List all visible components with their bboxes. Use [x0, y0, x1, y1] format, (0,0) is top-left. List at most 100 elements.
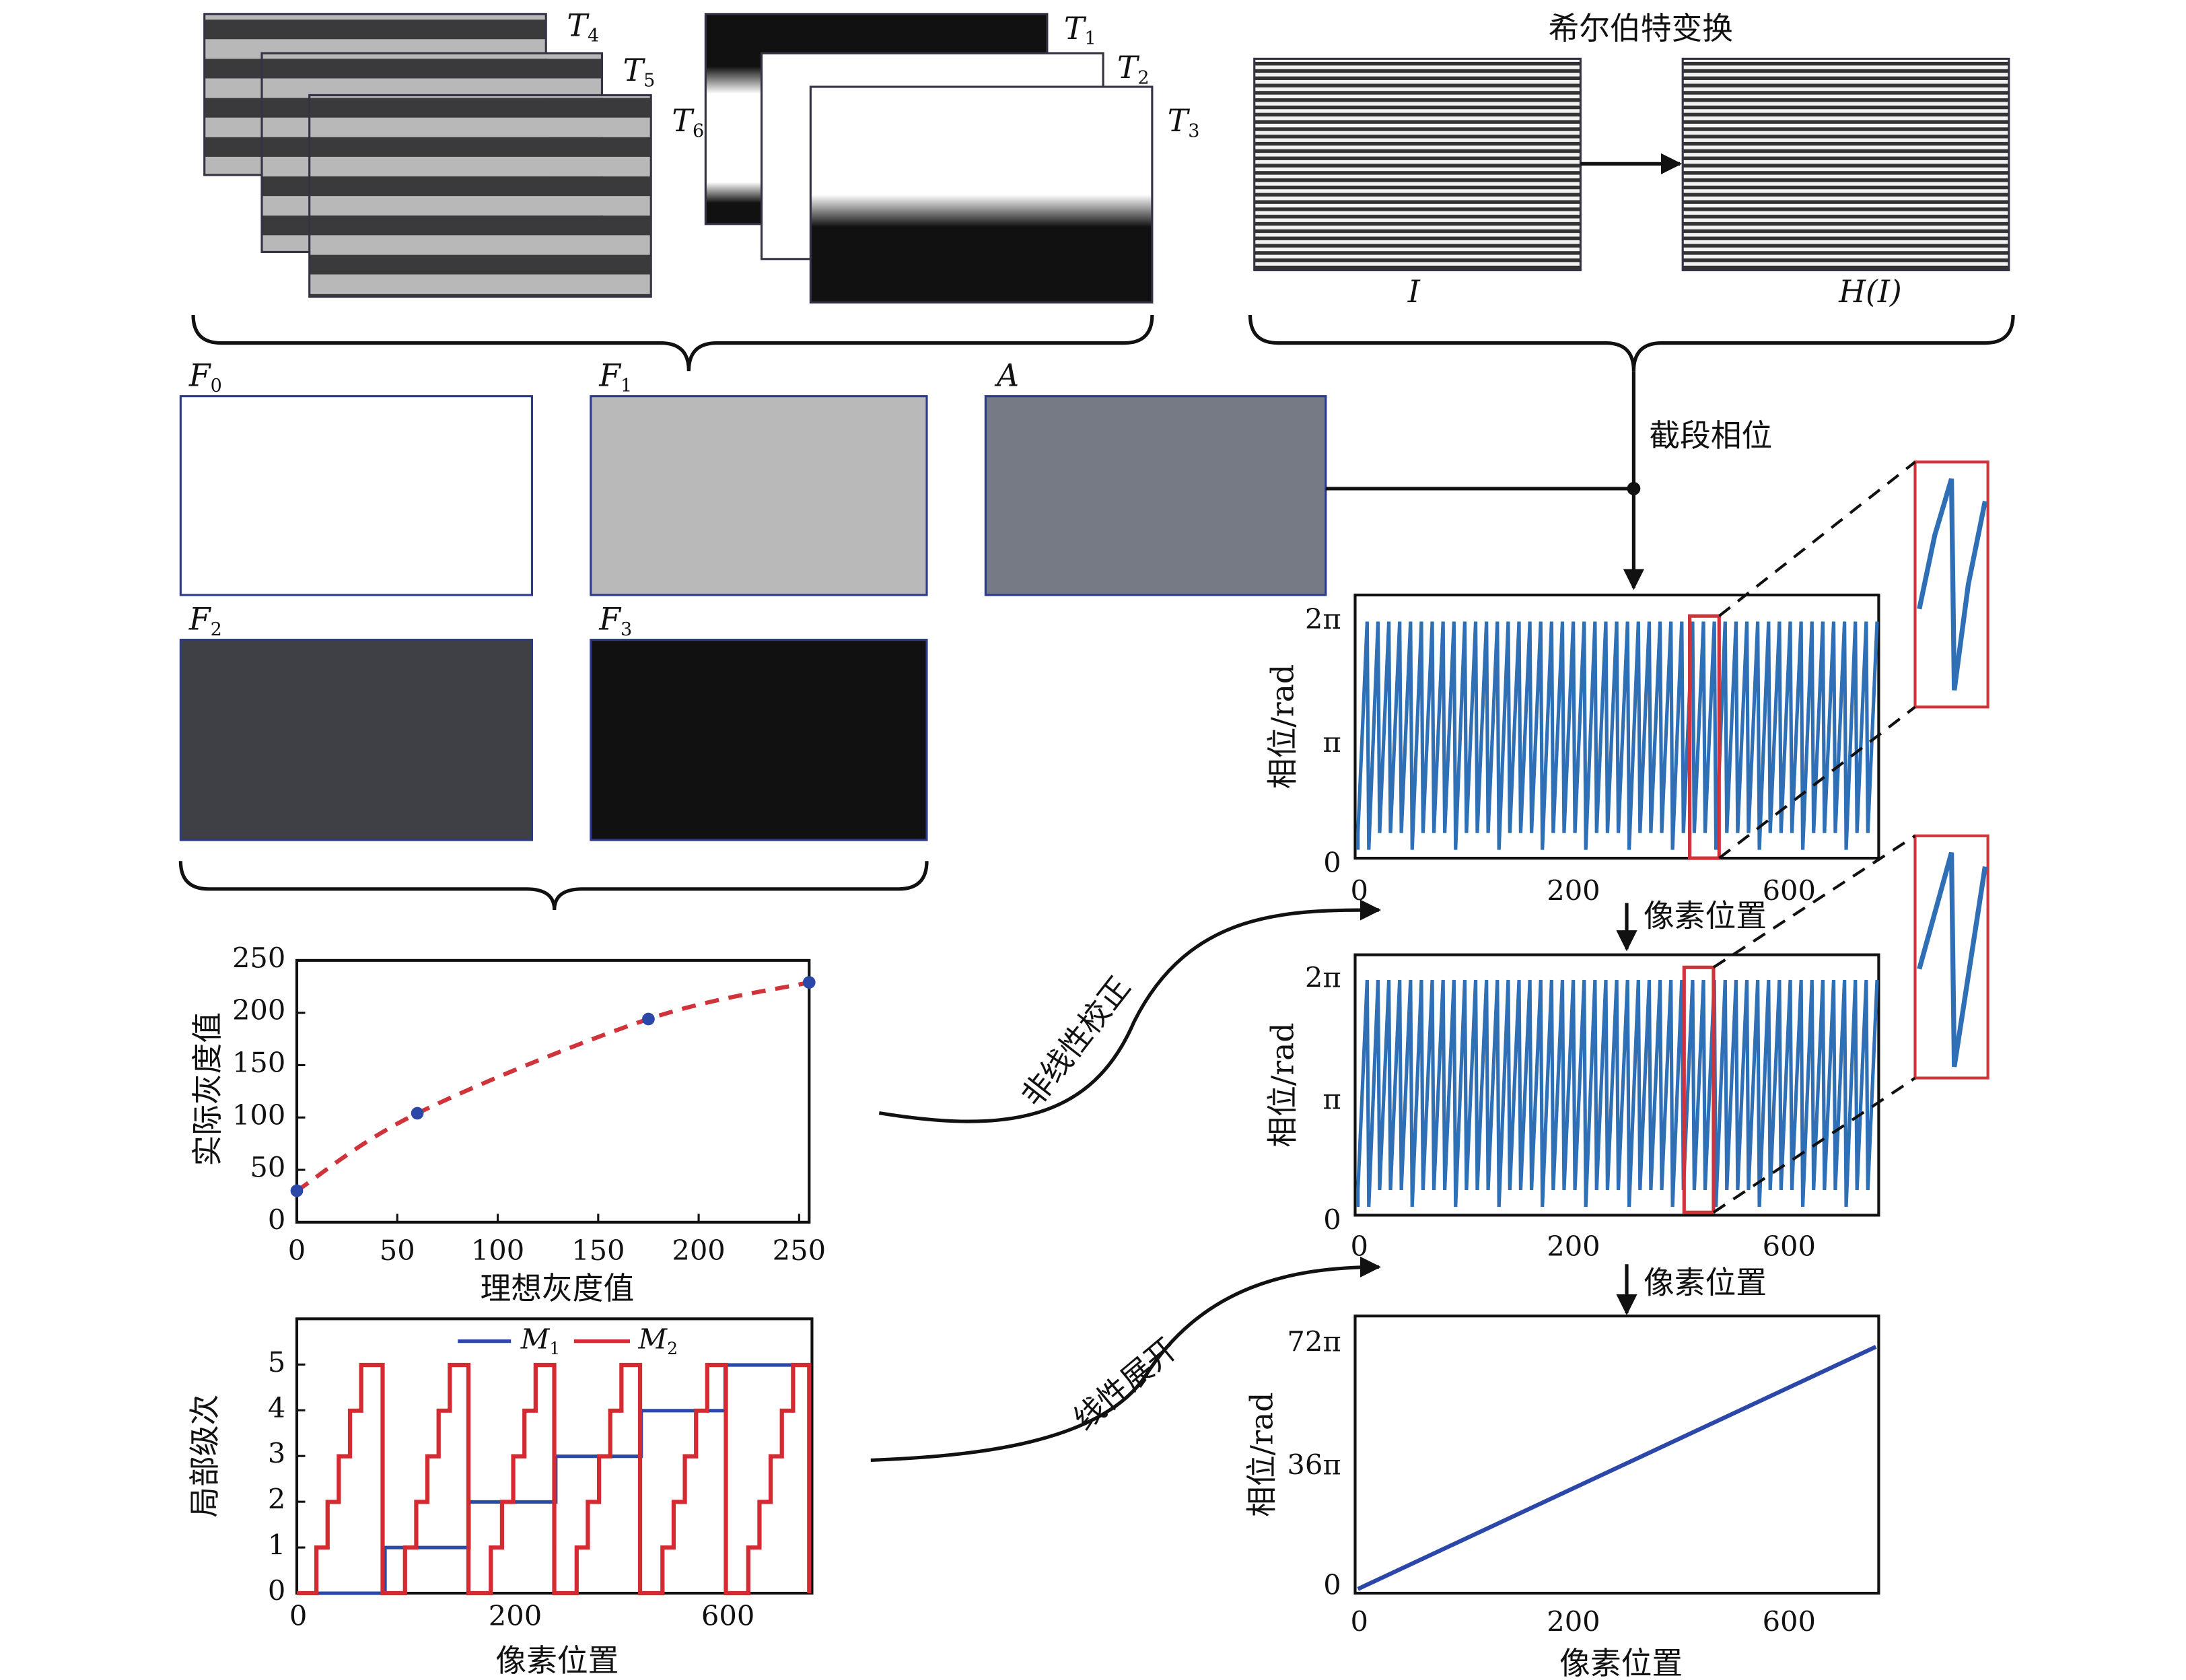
coefficient-label: F0: [188, 358, 222, 396]
wrapped-label: 截段相位: [1649, 418, 1772, 454]
calibration-point: [802, 976, 816, 989]
coefficient-images: [179, 395, 1327, 841]
y-tick-label: 36π: [1287, 1448, 1341, 1481]
connectors: [870, 371, 1644, 1463]
label-base: T: [1064, 11, 1087, 46]
y-tick-label: 0: [268, 1203, 285, 1236]
zoom-guide: [1718, 705, 1916, 860]
x-axis-label: 理想灰度值: [481, 1271, 635, 1306]
zoom-guide: [1712, 835, 1916, 969]
coefficient-label: F2: [188, 602, 222, 640]
zoom-guide: [1712, 1076, 1916, 1214]
plot-frame: [1353, 1315, 1880, 1595]
x-tick-label: 600: [1763, 1605, 1816, 1638]
label-sub: 2: [667, 1339, 678, 1358]
y-tick-label: 72π: [1287, 1325, 1341, 1358]
fit-curve: [295, 980, 810, 1193]
x-tick-label: 200: [672, 1234, 725, 1267]
zoom-phase: [1917, 478, 1988, 691]
x-tick-label: 600: [1763, 874, 1816, 907]
label-sub: 2: [1137, 67, 1149, 88]
label-base: F: [598, 602, 622, 637]
fringe-label: T4: [567, 8, 599, 46]
y-tick-label: 1: [268, 1529, 285, 1562]
x-axis-label: 像素位置: [1644, 1265, 1767, 1300]
order-line-m2: [296, 1362, 812, 1596]
x-tick-label: 200: [489, 1599, 542, 1632]
legend-label: M2: [638, 1322, 678, 1358]
band-label: T1: [1064, 11, 1096, 49]
label-base: M: [520, 1322, 551, 1355]
band-label: T2: [1117, 50, 1150, 88]
y-tick-label: 150: [232, 1046, 285, 1079]
plot-frame: [1353, 953, 1880, 1217]
y-tick-label: 200: [232, 993, 285, 1026]
label-sub: 4: [588, 26, 599, 46]
zoom-box: [1688, 614, 1721, 860]
plot-frame: [295, 958, 811, 1224]
calibration-point: [411, 1107, 424, 1120]
zoom-phase: [1917, 851, 1988, 1068]
band-stack: [704, 13, 1154, 304]
label-base: T: [623, 53, 646, 88]
x-tick-label: 100: [471, 1234, 524, 1267]
y-tick-label: 4: [268, 1391, 285, 1424]
x-tick-label: 200: [1547, 1230, 1600, 1263]
wrapped-phase: [1356, 979, 1879, 1208]
label-sub: 5: [643, 70, 655, 91]
x-tick-label: 0: [289, 1599, 307, 1632]
x-tick-label: 600: [1763, 1230, 1816, 1263]
x-tick-label: 200: [1547, 874, 1600, 907]
y-axis-label: 相位/rad: [1265, 1022, 1300, 1147]
y-tick-label: π: [1323, 1082, 1341, 1115]
y-axis-label: 实际灰度值: [190, 1012, 225, 1166]
coefficient-label: F1: [598, 358, 632, 396]
output-label: H(I): [1838, 274, 1902, 310]
x-tick-label: 150: [571, 1234, 625, 1267]
calibration-point: [642, 1012, 655, 1026]
label-base: F: [188, 358, 212, 394]
label-sub: 1: [549, 1339, 560, 1358]
y-tick-label: 0: [1323, 1568, 1341, 1601]
fringe-label: T6: [672, 103, 704, 141]
fringe-stack: [203, 13, 652, 298]
wrapped-phase: [1356, 621, 1879, 850]
y-axis-label: 相位/rad: [1244, 1392, 1279, 1516]
y-tick-label: 2π: [1305, 602, 1341, 635]
label-base: T: [1168, 103, 1191, 139]
x-tick-label: 200: [1547, 1605, 1600, 1638]
x-axis-label: 像素位置: [495, 1643, 619, 1679]
fringe-label: T5: [623, 53, 656, 91]
arrow-label: 非线性校正: [1015, 970, 1138, 1113]
x-tick-label: 0: [1350, 874, 1368, 907]
band-label: T3: [1168, 103, 1200, 141]
arrow-label: 线性展开: [1067, 1331, 1184, 1437]
label-sub: 3: [621, 619, 632, 639]
label-base: F: [188, 602, 212, 637]
coefficient-label: A: [994, 358, 1019, 394]
plot-frame: [1353, 593, 1880, 860]
input-label: I: [1407, 274, 1421, 310]
label-base: A: [994, 358, 1019, 394]
label-sub: 6: [693, 120, 704, 141]
y-tick-label: 50: [250, 1151, 285, 1184]
y-tick-label: 0: [1323, 1203, 1341, 1236]
y-tick-label: 5: [268, 1345, 285, 1378]
calibration-point: [290, 1184, 304, 1197]
label-base: T: [567, 8, 590, 44]
x-axis-label: 像素位置: [1644, 898, 1767, 934]
y-tick-label: π: [1323, 726, 1341, 759]
x-tick-label: 250: [773, 1234, 826, 1267]
x-axis-label: 像素位置: [1559, 1646, 1683, 1680]
x-tick-label: 0: [288, 1234, 306, 1267]
y-tick-label: 2: [268, 1483, 285, 1516]
zoom-box: [1682, 965, 1716, 1214]
label-sub: 2: [211, 619, 222, 639]
x-tick-label: 50: [380, 1234, 415, 1267]
y-tick-label: 2π: [1305, 961, 1341, 994]
label-sub: 1: [1084, 28, 1096, 49]
legend-label: M1: [520, 1322, 560, 1358]
label-sub: 3: [1188, 120, 1199, 141]
label-sub: 0: [211, 376, 222, 396]
